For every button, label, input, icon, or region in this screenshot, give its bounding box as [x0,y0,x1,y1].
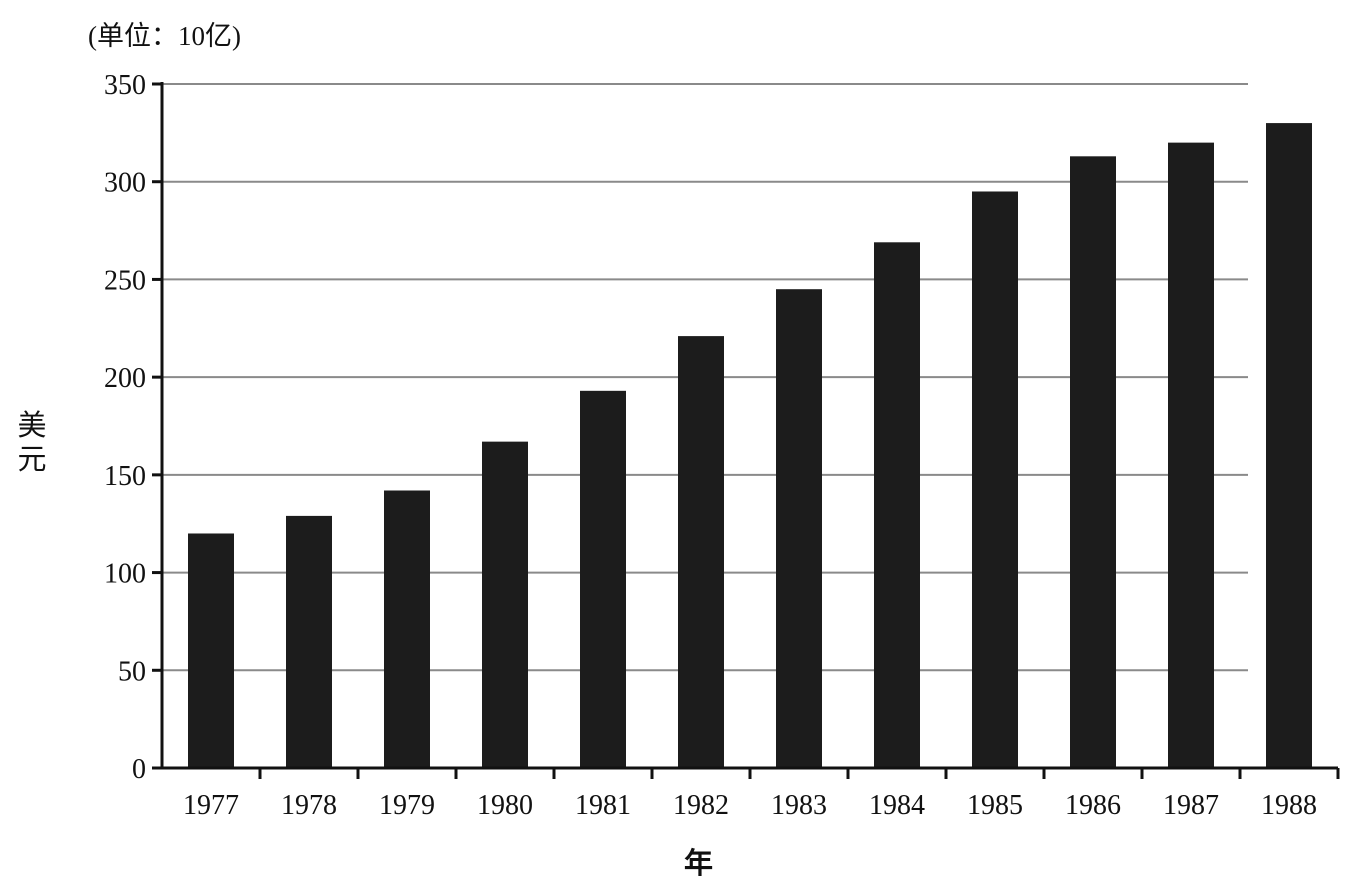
x-tick-label-1980: 1980 [477,790,533,821]
x-tick-labels: 1977 1978 1979 1980 1981 1982 1983 1984 1985 1986… [183,790,1317,821]
bar-1987 [1168,142,1214,769]
x-tick-label-1987: 1987 [1163,790,1219,821]
bar-1978 [286,515,332,768]
y-tick-label-350: 350 [104,70,146,101]
unit-label: (单位：10亿) [88,21,241,51]
bar-1985 [972,191,1018,768]
bar-1988 [1266,123,1312,769]
x-tick-label-1977: 1977 [183,790,239,821]
x-tick-label-1978: 1978 [281,790,337,821]
y-axis-label: 美元 [17,408,47,476]
y-tick-label-150: 150 [104,461,146,492]
y-tick-label-300: 300 [104,168,146,199]
x-tick-label-1982: 1982 [673,790,729,821]
bar-1977 [188,533,234,768]
x-tick-label-1979: 1979 [379,790,435,821]
bar-1980 [482,441,528,768]
y-tick-label-250: 250 [104,265,146,296]
bar-1981 [580,390,626,768]
bar-1986 [1070,156,1116,768]
y-tick-label-100: 100 [104,559,146,590]
bar-1983 [776,289,822,768]
x-axis-label: 年 [684,846,714,880]
x-tick-label-1986: 1986 [1065,790,1121,821]
bars-layer [188,123,1312,769]
x-tick-label-1984: 1984 [869,790,925,821]
y-tick-labels: 0 50 100 150 200 250 300 350 [104,70,146,785]
x-tick-label-1985: 1985 [967,790,1023,821]
axes-layer [152,82,1340,779]
bar-1982 [678,336,724,768]
y-tick-label-0: 0 [132,754,146,785]
x-tick-label-1988: 1988 [1261,790,1317,821]
x-tick-label-1981: 1981 [575,790,631,821]
y-tick-label-200: 200 [104,363,146,394]
y-tick-label-50: 50 [118,656,146,687]
x-tick-label-1983: 1983 [771,790,827,821]
bar-1984 [874,242,920,769]
bar-1979 [384,490,430,768]
